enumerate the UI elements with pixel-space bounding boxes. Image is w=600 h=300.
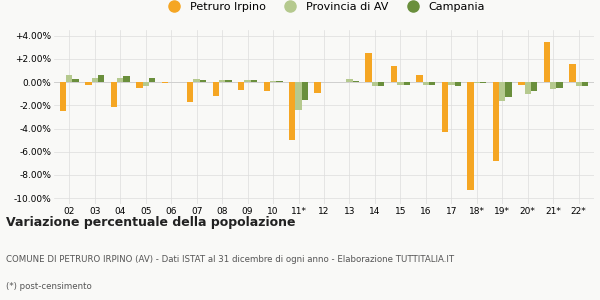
Bar — [149, 78, 155, 82]
Bar — [582, 82, 588, 86]
Bar — [365, 53, 372, 82]
Bar — [448, 82, 455, 85]
Bar — [556, 82, 563, 88]
Bar — [200, 80, 206, 82]
Bar — [143, 82, 149, 86]
Bar — [225, 80, 232, 82]
Bar — [372, 82, 378, 86]
Bar — [289, 82, 295, 140]
Bar — [429, 82, 436, 85]
Bar — [110, 82, 117, 106]
Bar — [531, 82, 538, 92]
Bar — [423, 82, 429, 85]
Bar — [518, 82, 524, 85]
Bar — [524, 82, 531, 94]
Bar — [295, 82, 302, 110]
Bar — [569, 64, 575, 82]
Bar — [544, 42, 550, 82]
Bar — [244, 80, 251, 82]
Bar — [60, 82, 66, 111]
Bar — [467, 82, 473, 190]
Bar — [73, 79, 79, 82]
Bar — [92, 78, 98, 82]
Bar — [276, 81, 283, 82]
Bar — [493, 82, 499, 161]
Bar — [416, 75, 423, 82]
Bar — [378, 82, 385, 86]
Bar — [187, 82, 193, 102]
Bar — [124, 76, 130, 82]
Bar — [219, 80, 225, 82]
Bar — [85, 82, 92, 85]
Bar — [136, 82, 143, 88]
Bar — [550, 82, 556, 89]
Bar — [473, 82, 480, 83]
Bar — [251, 80, 257, 82]
Bar — [353, 81, 359, 82]
Bar — [505, 82, 512, 97]
Bar — [161, 82, 168, 83]
Bar — [404, 82, 410, 85]
Bar — [212, 82, 219, 96]
Bar — [455, 82, 461, 86]
Bar — [193, 79, 200, 82]
Text: (*) post-censimento: (*) post-censimento — [6, 282, 92, 291]
Bar — [346, 79, 353, 82]
Bar — [499, 82, 505, 101]
Legend: Petruro Irpino, Provincia di AV, Campania: Petruro Irpino, Provincia di AV, Campani… — [159, 0, 489, 16]
Text: Variazione percentuale della popolazione: Variazione percentuale della popolazione — [6, 216, 296, 229]
Bar — [575, 82, 582, 86]
Bar — [66, 75, 73, 82]
Bar — [314, 82, 321, 93]
Bar — [480, 82, 487, 83]
Bar — [397, 82, 404, 85]
Bar — [270, 81, 276, 82]
Bar — [442, 82, 448, 132]
Bar — [117, 78, 124, 82]
Bar — [302, 82, 308, 100]
Bar — [263, 82, 270, 92]
Bar — [238, 82, 244, 90]
Text: COMUNE DI PETRURO IRPINO (AV) - Dati ISTAT al 31 dicembre di ogni anno - Elabora: COMUNE DI PETRURO IRPINO (AV) - Dati IST… — [6, 255, 454, 264]
Bar — [391, 66, 397, 82]
Bar — [98, 75, 104, 82]
